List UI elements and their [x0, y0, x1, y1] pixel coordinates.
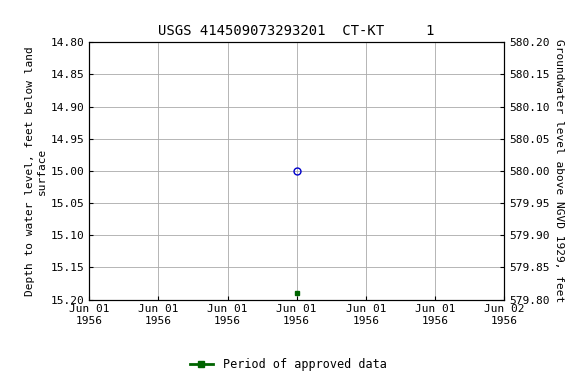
Y-axis label: Depth to water level, feet below land
surface: Depth to water level, feet below land su…: [25, 46, 47, 296]
Y-axis label: Groundwater level above NGVD 1929, feet: Groundwater level above NGVD 1929, feet: [554, 39, 563, 303]
Legend: Period of approved data: Period of approved data: [185, 354, 391, 376]
Title: USGS 414509073293201  CT-KT     1: USGS 414509073293201 CT-KT 1: [158, 24, 435, 38]
